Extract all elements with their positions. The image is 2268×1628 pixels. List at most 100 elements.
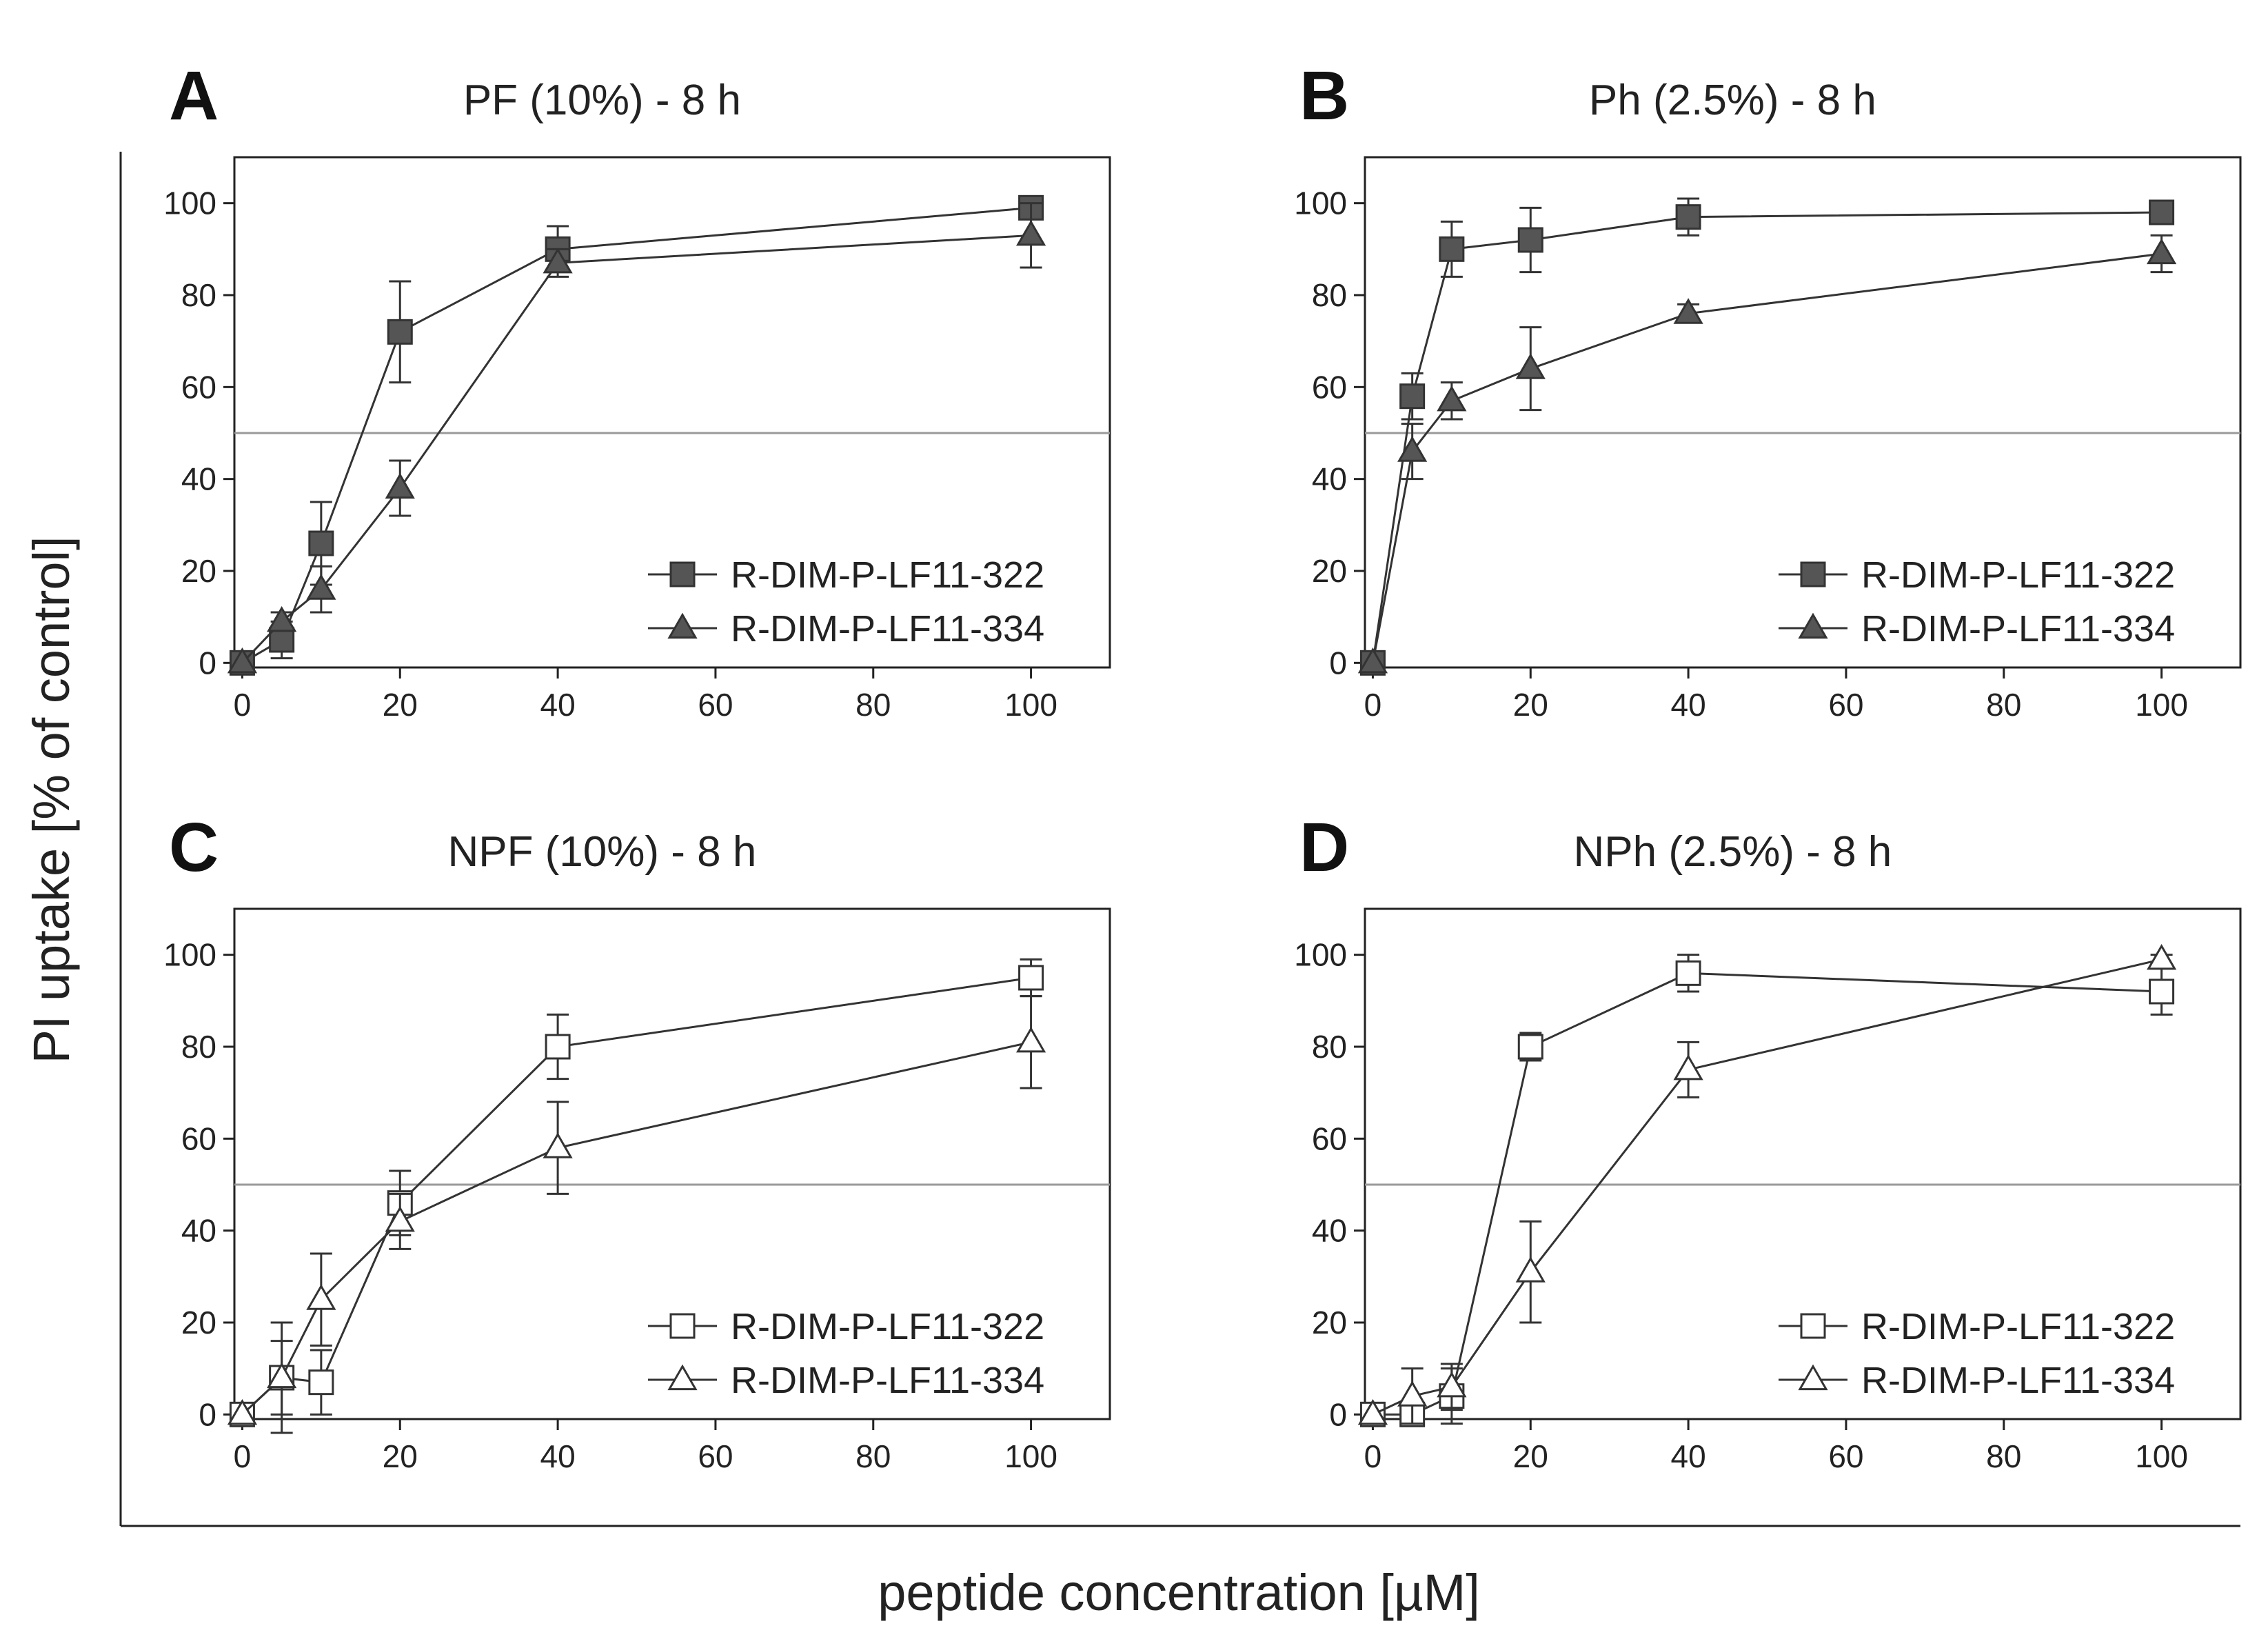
x-tick-label: 100 [2135,1438,2188,1474]
x-tick-label: 80 [855,1438,891,1474]
data-point-square [1675,204,1701,230]
data-point-square [1517,227,1543,253]
data-point-triangle [543,1132,573,1158]
y-tick-label: 80 [1312,1029,1347,1065]
legend-marker-square [669,561,696,587]
data-point-triangle [1673,1054,1703,1081]
y-tick-label: 100 [163,937,216,973]
data-point-square [2149,978,2175,1005]
data-point-triangle [1397,436,1428,462]
panel-a-title: PF (10%) - 8 h [463,77,741,124]
legend-marker-triangle [1798,1364,1828,1391]
data-point-triangle [1357,1398,1388,1425]
legend-label: R-DIM-P-LF11-322 [1861,554,2175,596]
legend-marker-triangle [667,612,698,639]
y-tick-label: 0 [199,1396,216,1432]
y-tick-label: 40 [181,461,216,497]
panel-c-title: NPF (10%) - 8 h [447,828,756,876]
data-point-triangle [543,247,573,274]
data-point-square [308,1369,334,1396]
y-tick-label: 100 [1294,937,1347,973]
x-axis-label: peptide concentration [µM] [878,1564,1480,1621]
x-tick-label: 20 [383,1438,418,1474]
x-tick-label: 80 [1986,687,2021,723]
y-tick-label: 0 [1329,1396,1347,1432]
data-point-square [269,627,295,653]
data-point-square [1399,383,1426,410]
x-tick-label: 40 [540,687,576,723]
legend-label: R-DIM-P-LF11-322 [1861,1306,2175,1347]
data-point-triangle [306,574,336,600]
panel-a-letter: A [169,57,219,134]
x-tick-label: 100 [2135,687,2188,723]
data-point-triangle [385,1205,415,1232]
x-tick-label: 80 [1986,1438,2021,1474]
data-point-triangle [1015,219,1046,246]
series-line-triangle [1371,252,2162,663]
data-point-square [545,1034,571,1060]
y-tick-label: 100 [1294,185,1347,221]
data-point-triangle [1515,1256,1546,1283]
data-point-triangle [1015,1026,1046,1053]
x-tick-label: 100 [1004,687,1057,723]
x-tick-label: 40 [540,1438,576,1474]
legend: R-DIM-P-LF11-322 R-DIM-P-LF11-334 [648,554,1044,650]
x-tick-label: 80 [855,687,891,723]
y-tick-label: 80 [181,277,216,313]
y-tick-label: 60 [181,369,216,405]
data-point-triangle [1515,353,1546,379]
plot-frame [233,907,1111,1420]
legend-label: R-DIM-P-LF11-322 [731,1306,1044,1347]
data-point-triangle [1437,385,1467,412]
legend-label: R-DIM-P-LF11-334 [1861,608,2175,650]
y-tick-label: 60 [181,1120,216,1156]
plot-frame [233,156,1111,669]
panel-d-letter: D [1299,809,1349,886]
data-point-square [308,530,334,556]
legend: R-DIM-P-LF11-322 R-DIM-P-LF11-334 [648,1306,1044,1401]
y-tick-label: 40 [1312,1213,1347,1249]
panel-d-title: NPh (2.5%) - 8 h [1574,828,1892,876]
x-tick-label: 0 [1364,687,1382,723]
x-tick-label: 60 [698,1438,733,1474]
legend-marker-square [1800,1313,1826,1339]
legend-marker-triangle [667,1364,698,1391]
x-tick-label: 40 [1671,1438,1706,1474]
y-tick-label: 100 [163,185,216,221]
data-point-square [1675,960,1701,986]
legend-label: R-DIM-P-LF11-334 [731,608,1044,650]
data-point-triangle [267,605,297,632]
panel-c-letter: C [169,809,219,886]
data-point-triangle [1397,1380,1428,1407]
panel-c: C NPF (10%) - 8 h 0 20 40 60 80 100 0 20 40 60 80 100… [163,809,1111,1474]
plot-frame [1364,156,2242,669]
data-point-square [1517,1034,1543,1060]
data-point-square [1439,236,1465,262]
panel-b-letter: B [1299,57,1349,134]
y-tick-label: 60 [1312,1120,1347,1156]
panel-d: D NPh (2.5%) - 8 h 0 20 40 60 80 100 0 20 40 60 80 10… [1294,809,2242,1474]
data-point-square [1018,965,1044,991]
x-tick-label: 0 [1364,1438,1382,1474]
data-point-square [2149,199,2175,225]
y-tick-label: 0 [199,645,216,681]
legend: R-DIM-P-LF11-322 R-DIM-P-LF11-334 [1779,1306,2175,1401]
legend-marker-square [1800,561,1826,587]
legend: R-DIM-P-LF11-322 R-DIM-P-LF11-334 [1779,554,2175,650]
y-tick-label: 60 [1312,369,1347,405]
series-line-square [1371,211,2162,663]
legend-label: R-DIM-P-LF11-334 [731,1360,1044,1401]
x-tick-label: 0 [234,1438,252,1474]
data-point-triangle [227,647,258,674]
data-point-triangle [385,472,415,499]
x-tick-label: 60 [1828,687,1863,723]
data-point-square [387,319,413,345]
data-point-triangle [306,1284,336,1310]
x-tick-label: 0 [234,687,252,723]
legend-label: R-DIM-P-LF11-322 [731,554,1044,596]
data-point-triangle [227,1398,258,1425]
x-tick-label: 100 [1004,1438,1057,1474]
x-tick-label: 20 [1513,687,1548,723]
data-point-triangle [2146,238,2177,265]
